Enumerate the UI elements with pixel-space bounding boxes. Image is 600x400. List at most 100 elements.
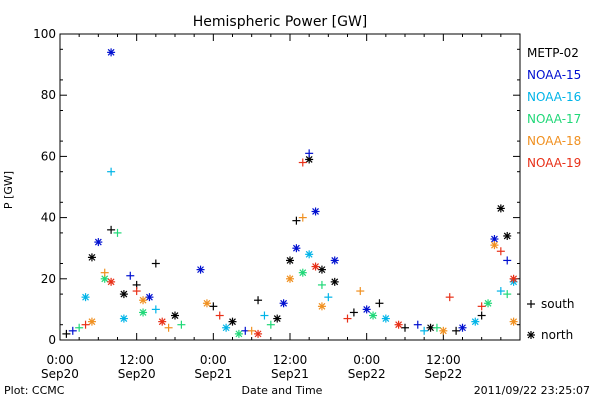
y-tick-label: 20 [41,272,56,286]
data-point [139,296,148,305]
data-point [401,323,409,332]
legend-marker-symbol [527,300,535,308]
data-point [247,326,256,335]
x-tick-date-label: Sep22 [424,367,462,381]
y-tick-label: 100 [33,27,56,41]
legend-item: NOAA-17 [527,112,581,126]
x-tick-date-label: Sep20 [41,367,79,381]
data-point [305,149,314,158]
data-point [394,320,403,329]
data-point [458,323,467,332]
y-tick-label: 40 [41,211,56,225]
data-point [209,302,218,311]
legend-item: NOAA-18 [527,134,581,148]
y-tick-label: 80 [41,88,56,102]
data-point [477,302,486,311]
data-point [298,268,307,277]
data-point [279,299,288,308]
data-point [151,305,160,314]
data-point [62,329,71,338]
data-point [81,293,90,302]
data-point [68,326,77,335]
data-point [356,287,365,296]
legend-item: NOAA-15 [527,68,581,82]
data-point [317,265,326,274]
data-point [471,317,480,326]
x-tick-time-label: 12:00 [273,353,308,367]
data-point [202,299,211,308]
points-layer [62,48,518,338]
data-point [349,308,358,317]
legend-item: METP-02 [527,46,579,60]
data-point [254,296,263,305]
data-point [330,256,339,265]
data-point [132,287,141,296]
data-point [509,274,518,283]
data-point [292,244,301,253]
plot-credit: Plot: CCMC [4,384,65,397]
y-tick-label: 60 [41,149,56,163]
x-tick-date-label: Sep21 [271,367,309,381]
data-point [87,317,96,326]
chart-title: Hemispheric Power [GW] [193,14,368,30]
data-point [234,329,243,338]
data-point [503,256,512,265]
data-point [496,204,505,213]
legend-item: NOAA-16 [527,90,581,104]
data-point [177,320,186,329]
axes-layer: 0204060801000:00Sep2012:00Sep200:00Sep21… [33,27,520,381]
data-point [477,311,486,320]
data-point [107,225,116,234]
y-axis-label: P [GW] [2,171,15,209]
x-tick-time-label: 0:00 [200,353,227,367]
data-point [94,238,103,247]
data-point [107,167,116,176]
data-point [113,228,122,237]
data-point [311,207,320,216]
data-point [509,317,518,326]
data-point [286,256,294,265]
data-point [503,231,512,240]
data-point [496,287,505,296]
data-point [158,317,167,326]
data-point [164,323,173,332]
data-point [196,265,205,274]
x-tick-date-label: Sep20 [118,367,156,381]
data-point [81,320,90,329]
data-point [445,293,454,302]
x-axis-label: Date and Time [242,384,323,397]
data-point [439,326,448,335]
legend-marker-symbol [527,331,535,339]
data-point [145,293,154,302]
data-point [87,253,96,262]
data-point [139,308,148,317]
data-point [107,48,116,57]
data-point [298,158,307,167]
data-point [330,277,339,286]
data-point [151,259,160,268]
data-point [292,216,301,225]
data-point [343,314,352,323]
x-tick-time-label: 12:00 [426,353,461,367]
data-point [496,247,505,256]
x-tick-date-label: Sep21 [194,367,232,381]
data-point [119,290,128,299]
data-point [490,235,499,244]
legend-marker-label: north [541,328,573,342]
data-point [413,320,422,329]
y-tick-label: 0 [48,333,56,347]
data-point [171,311,179,320]
data-point [266,320,275,329]
data-point [260,311,269,320]
data-point [100,268,109,277]
legend-marker-label: south [541,297,575,311]
data-point [286,274,294,283]
plot-frame [59,33,521,341]
data-point [273,314,282,323]
x-tick-time-label: 0:00 [353,353,380,367]
data-point [215,311,224,320]
data-point [375,299,384,308]
data-point [317,302,326,311]
data-point [305,250,314,259]
